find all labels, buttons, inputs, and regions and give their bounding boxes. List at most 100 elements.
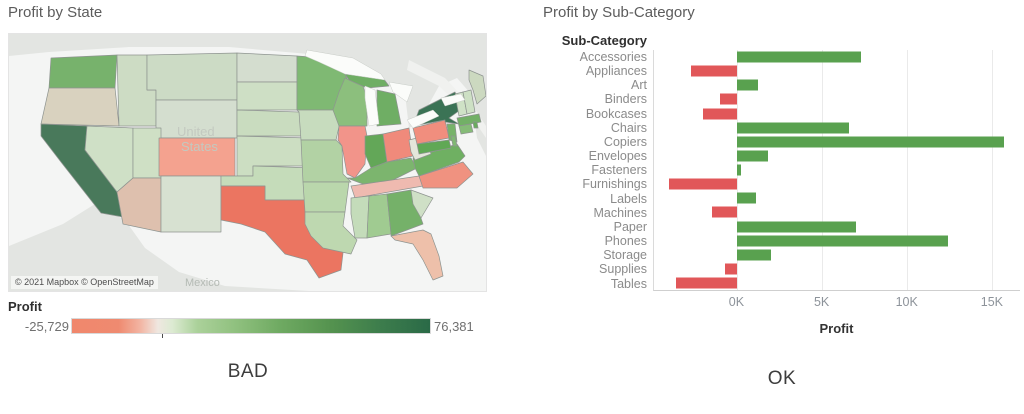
bar-copiers[interactable] (737, 136, 1004, 148)
state-washington[interactable] (48, 54, 118, 89)
category-label-furnishings[interactable]: Furnishings (582, 177, 647, 192)
category-label-phones[interactable]: Phones (604, 234, 647, 249)
x-axis-ticks: 0K 5K 10K 15K (653, 291, 1020, 310)
bar-machines[interactable] (711, 206, 738, 218)
state-oregon[interactable] (40, 87, 120, 127)
state-utah[interactable] (132, 127, 162, 179)
bar-envelopes[interactable] (737, 150, 768, 162)
bar-art[interactable] (737, 79, 758, 91)
verdict-bad: BAD (227, 361, 269, 382)
state-mississippi[interactable] (350, 195, 370, 239)
bar-bookcases[interactable] (703, 108, 738, 120)
state-maine[interactable] (468, 69, 486, 105)
legend-max-value: 76,381 (434, 318, 474, 334)
bar-row-phones (654, 234, 1020, 248)
category-label-chairs[interactable]: Chairs (610, 120, 647, 135)
category-label-tables[interactable]: Tables (610, 276, 647, 291)
lake-superior (304, 49, 386, 81)
state-arkansas[interactable] (302, 181, 350, 213)
state-new-mexico[interactable] (160, 175, 222, 233)
state-florida[interactable] (390, 229, 444, 281)
category-label-machines[interactable]: Machines (593, 205, 648, 220)
state-south-carolina[interactable] (410, 189, 434, 219)
state-new-hampshire[interactable] (462, 89, 476, 115)
category-label-fasteners[interactable]: Fasteners (591, 163, 647, 178)
state-nebraska[interactable] (236, 109, 306, 137)
category-label-envelopes[interactable]: Envelopes (588, 149, 647, 164)
lake-michigan (364, 85, 380, 127)
category-label-bookcases[interactable]: Bookcases (585, 106, 647, 121)
category-label-art[interactable]: Art (631, 78, 647, 93)
bar-storage[interactable] (737, 249, 772, 261)
row-axis-header[interactable]: Sub-Category (561, 33, 647, 48)
x-axis-title[interactable]: Profit (819, 321, 854, 336)
bar-tables[interactable] (676, 277, 738, 289)
bar-row-chairs (654, 121, 1020, 135)
category-label-paper[interactable]: Paper (613, 219, 647, 234)
x-tick-15K: 15K (980, 295, 1004, 309)
header-spacer (653, 33, 1020, 50)
bar-accessories[interactable] (737, 51, 862, 63)
state-ohio[interactable] (382, 127, 414, 163)
state-shapes (40, 52, 486, 281)
category-label-labels[interactable]: Labels (610, 191, 647, 206)
gridline-5K (822, 50, 824, 290)
category-label-storage[interactable]: Storage (603, 248, 647, 263)
bar-row-furnishings (654, 177, 1020, 191)
us-profit-map[interactable]: United States Mexico © 2021 Mapbox © Ope… (8, 33, 487, 292)
bar-furnishings[interactable] (669, 178, 738, 190)
state-rhode-island[interactable] (472, 121, 479, 129)
bar-supplies[interactable] (725, 263, 738, 275)
bar-phones[interactable] (737, 235, 948, 247)
bar-row-binders (654, 92, 1020, 106)
category-label-supplies[interactable]: Supplies (599, 262, 647, 277)
legend-gradient-bar[interactable] (71, 318, 431, 338)
state-south-dakota[interactable] (236, 81, 298, 111)
legend-min-value: -25,729 (24, 318, 69, 334)
bar-row-supplies (654, 262, 1020, 276)
profit-color-legend: Profit -25,729 76,381 (8, 299, 488, 338)
bar-row-labels (654, 191, 1020, 205)
x-tick-0K: 0K (728, 295, 745, 309)
great-lakes (304, 49, 466, 129)
bar-chart-title: Profit by Sub-Category (543, 4, 695, 21)
state-iowa[interactable] (296, 109, 341, 141)
bar-appliances[interactable] (691, 65, 738, 77)
bar-row-envelopes (654, 149, 1020, 163)
bar-rows (654, 50, 1020, 290)
lake-huron (388, 81, 414, 103)
bar-row-copiers (654, 135, 1020, 149)
x-tick-5K: 5K (813, 295, 830, 309)
bar-row-paper (654, 220, 1020, 234)
bar-row-storage (654, 248, 1020, 262)
state-delaware[interactable] (450, 135, 458, 147)
state-louisiana[interactable] (304, 211, 358, 255)
map-attribution[interactable]: © 2021 Mapbox © OpenStreetMap (11, 276, 158, 289)
state-montana[interactable] (146, 52, 238, 101)
verdict-ok: OK (767, 368, 797, 389)
state-arizona[interactable] (116, 177, 162, 233)
bar-fasteners[interactable] (737, 164, 741, 176)
bar-row-tables (654, 276, 1020, 290)
state-maryland[interactable] (416, 139, 452, 155)
profit-by-subcategory-panel: Profit by Sub-Category Sub-Category Acce… (543, 3, 1021, 390)
category-label-accessories[interactable]: Accessories (579, 49, 647, 64)
bar-binders[interactable] (720, 93, 738, 105)
category-label-copiers[interactable]: Copiers (603, 134, 647, 149)
category-label-binders[interactable]: Binders (604, 92, 647, 107)
bar-chairs[interactable] (737, 122, 850, 134)
category-label-appliances[interactable]: Appliances (585, 64, 647, 78)
bar-labels[interactable] (737, 192, 756, 204)
bar-row-machines (654, 205, 1020, 219)
state-connecticut[interactable] (458, 123, 474, 135)
state-north-carolina[interactable] (418, 161, 474, 189)
canada-landmass (9, 34, 486, 156)
legend-zero-tick (162, 334, 164, 338)
bar-row-appliances (654, 64, 1020, 78)
map-title: Profit by State (8, 4, 103, 21)
bar-row-bookcases (654, 107, 1020, 121)
state-north-dakota[interactable] (236, 52, 298, 83)
bar-paper[interactable] (737, 221, 857, 233)
bar-row-fasteners (654, 163, 1020, 177)
state-virginia[interactable] (412, 143, 466, 177)
